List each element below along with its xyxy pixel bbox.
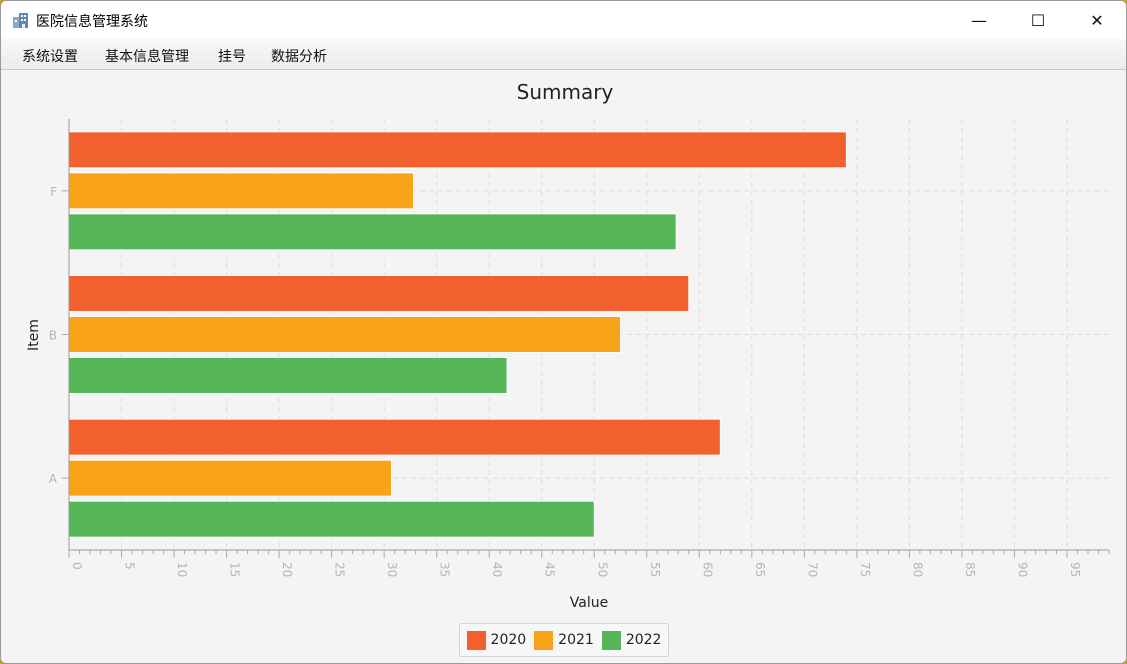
chart-legend: 2020 2021 2022	[459, 623, 669, 657]
legend-item: 2021	[534, 630, 594, 650]
maximize-icon: ☐	[1030, 10, 1046, 30]
x-tick-label: 50	[595, 562, 609, 577]
minimize-button[interactable]: —	[950, 1, 1008, 39]
x-tick-label: 35	[438, 562, 452, 577]
chart-area: Summary A B F 0 5 10 15 20 25 30 35 40 45 50 55 60 65 70 75…	[1, 70, 1126, 663]
x-tick-label: 10	[175, 562, 189, 577]
x-tick-label: 80	[910, 562, 924, 577]
x-tick-label: 65	[753, 562, 767, 577]
y-tick-label: F	[50, 185, 57, 199]
x-tick-label: 60	[700, 562, 714, 577]
bar	[68, 275, 690, 312]
legend-label: 2020	[490, 632, 527, 648]
minimize-icon: —	[971, 10, 987, 30]
close-icon: ✕	[1090, 10, 1104, 30]
x-tick-label: 70	[805, 562, 819, 577]
x-tick-label: 75	[858, 562, 872, 577]
bar	[68, 213, 677, 251]
legend-item: 2022	[601, 630, 662, 650]
bar	[68, 418, 721, 456]
legend-swatch	[466, 630, 486, 650]
x-tick-label: 85	[963, 562, 977, 577]
menu-bar: 系统设置 基本信息管理 挂号 数据分析	[1, 39, 1126, 70]
y-tick-label: A	[49, 472, 58, 486]
x-tick-label: 5	[123, 562, 137, 570]
window-title: 医院信息管理系统	[36, 14, 148, 30]
legend-swatch	[534, 630, 554, 650]
x-tick-label: 45	[543, 562, 557, 577]
menu-item-basic-info[interactable]: 基本信息管理	[105, 49, 189, 65]
legend-label: 2021	[558, 632, 594, 648]
menu-item-registration[interactable]: 挂号	[218, 49, 246, 65]
bar-chart: Summary A B F 0 5 10 15 20 25 30 35 40 45 50 55 60 65 70 75…	[26, 80, 1110, 611]
bar	[68, 316, 622, 353]
bar	[68, 131, 847, 169]
x-tick-label: 25	[333, 562, 347, 577]
x-tick-label: 15	[228, 562, 242, 577]
x-tick-label: 30	[385, 562, 399, 577]
x-tick-label: 40	[490, 562, 504, 577]
x-tick-label: 95	[1068, 562, 1082, 577]
bar	[68, 172, 415, 210]
bar	[68, 357, 508, 394]
legend-item: 2020	[466, 630, 527, 650]
x-axis-label: Value	[570, 595, 608, 611]
x-tick-label: 0	[70, 562, 84, 570]
bar	[68, 500, 595, 538]
hospital-building-icon	[13, 13, 28, 28]
legend-label: 2022	[625, 632, 662, 648]
maximize-button[interactable]: ☐	[1009, 1, 1067, 39]
x-tick-label: 90	[1015, 562, 1029, 577]
y-axis-label: Item	[26, 319, 42, 351]
close-button[interactable]: ✕	[1068, 1, 1126, 39]
x-tick-label: 20	[280, 562, 294, 577]
title-bar[interactable]: 医院信息管理系统 — ☐ ✕	[1, 1, 1126, 39]
chart-title: Summary	[517, 80, 614, 104]
x-tick-label: 55	[648, 562, 662, 577]
y-tick-label: B	[49, 329, 57, 343]
menu-item-data-analysis[interactable]: 数据分析	[271, 49, 327, 65]
menu-item-system-settings[interactable]: 系统设置	[22, 49, 78, 65]
bar	[68, 459, 393, 497]
legend-swatch	[601, 630, 621, 650]
